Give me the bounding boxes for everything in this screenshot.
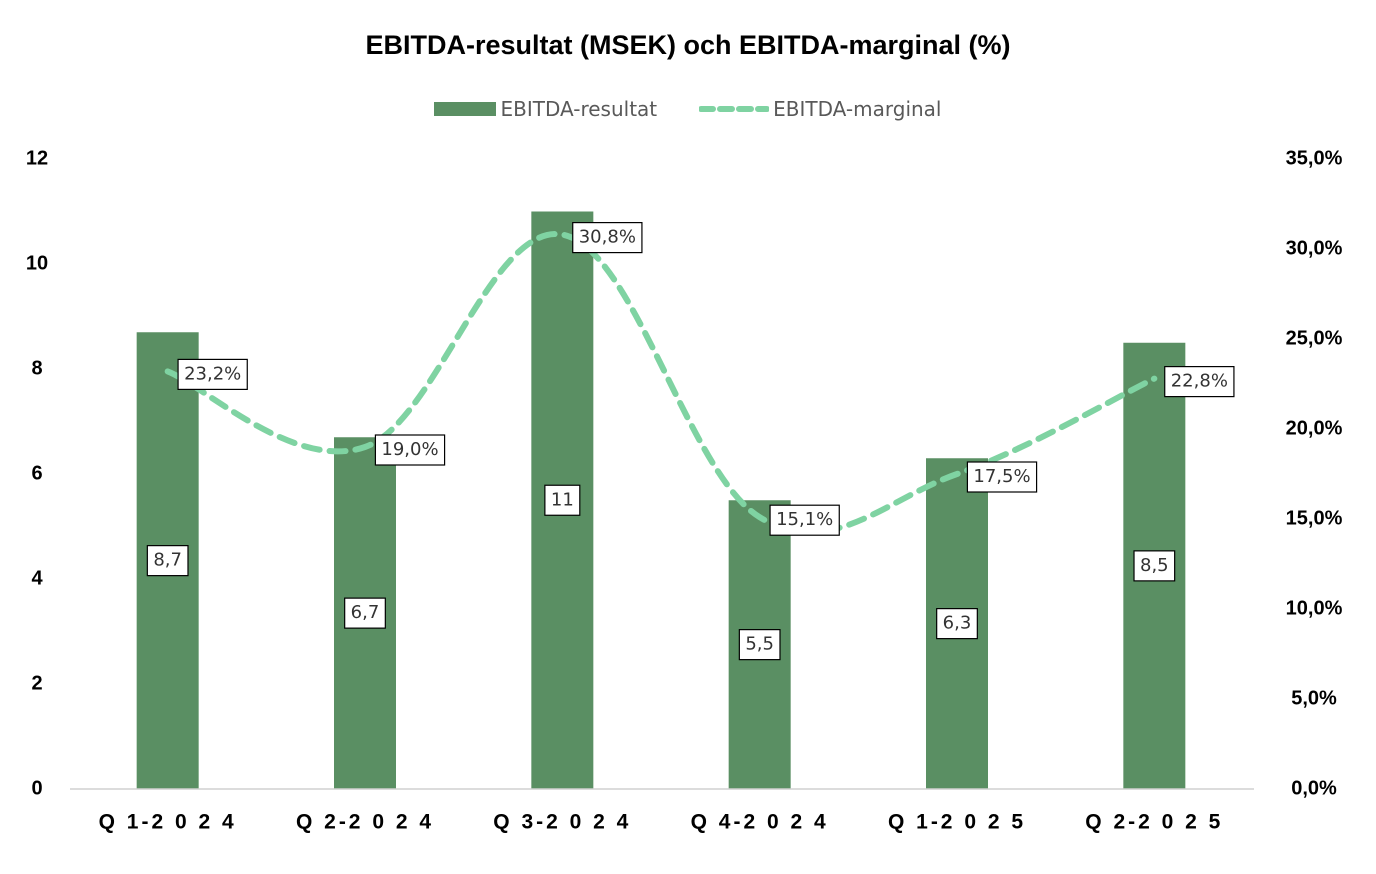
y-left-tick-label: 0 (31, 777, 42, 799)
y-right-tick-label: 15,0% (1286, 507, 1343, 529)
legend-item-bar[interactable]: EBITDA-resultat (434, 97, 657, 121)
y-left-tick-label: 2 (31, 672, 42, 694)
y-right-tick-label: 35,0% (1286, 147, 1343, 169)
y-right-tick-label: 0,0% (1291, 777, 1337, 799)
bar-data-label: 5,5 (745, 634, 774, 655)
y-right-tick-label: 30,0% (1286, 237, 1343, 259)
bar-data-label: 8,7 (153, 550, 182, 571)
chart-title: EBITDA-resultat (MSEK) och EBITDA-margin… (365, 30, 1011, 60)
bar-data-label: 6,7 (351, 602, 380, 623)
x-tick-label: Q 3-2 0 2 4 (493, 811, 631, 834)
bar-data-label: 8,5 (1140, 555, 1169, 576)
y-left-tick-label: 10 (26, 252, 48, 274)
bar-data-label-box (936, 608, 978, 640)
legend-label-bar: EBITDA-resultat (500, 97, 658, 121)
bar-data-label-box (146, 545, 189, 577)
bar-data-label: 6,3 (943, 613, 972, 634)
x-tick-label: Q 4-2 0 2 4 (691, 811, 829, 834)
y-right-tick-label: 25,0% (1286, 327, 1343, 349)
x-tick-label: Q 2-2 0 2 4 (296, 811, 434, 834)
bar-data-label: 11 (551, 489, 574, 510)
legend-label-line: EBITDA-marginal (773, 97, 942, 121)
x-tick-label: Q 1-2 0 2 5 (888, 811, 1026, 834)
y-right-tick-label: 20,0% (1286, 417, 1343, 439)
line-data-label-box (572, 222, 643, 254)
y-right-tick-label: 10,0% (1286, 597, 1343, 619)
line-data-label-box (966, 461, 1038, 493)
y-left-tick-label: 6 (31, 462, 42, 484)
y-left-tick-label: 12 (26, 147, 48, 169)
legend-item-line[interactable]: EBITDA-marginal (699, 97, 942, 121)
bar-data-label-box (544, 484, 581, 516)
y-left-tick-label: 4 (31, 567, 43, 589)
line-data-label: 15,1% (776, 509, 833, 530)
line-ebitda-marginal (164, 231, 1158, 536)
y-right-tick-label: 5,0% (1291, 687, 1337, 709)
bar-data-label-box (738, 629, 781, 661)
line-data-label-box (374, 434, 446, 466)
line-data-label: 17,5% (973, 466, 1030, 487)
legend-bar-swatch (434, 102, 497, 116)
line-data-label: 23,2% (184, 363, 241, 384)
legend-line-swatch (699, 106, 770, 112)
bar-data-label-box (1133, 550, 1176, 582)
line-data-label-box (769, 504, 840, 536)
line-data-label: 30,8% (579, 227, 636, 248)
bar-data-label-box (344, 597, 386, 629)
line-data-label-box (177, 358, 248, 390)
line-data-label-box (1164, 366, 1235, 398)
x-tick-label: Q 2-2 0 2 5 (1085, 811, 1223, 834)
legend: EBITDA-resultat EBITDA-marginal (0, 94, 1376, 124)
y-left-tick-label: 8 (31, 357, 42, 379)
line-data-label: 22,8% (1171, 371, 1228, 392)
x-tick-label: Q 1-2 0 2 4 (99, 811, 237, 834)
line-data-label: 19,0% (381, 439, 438, 460)
